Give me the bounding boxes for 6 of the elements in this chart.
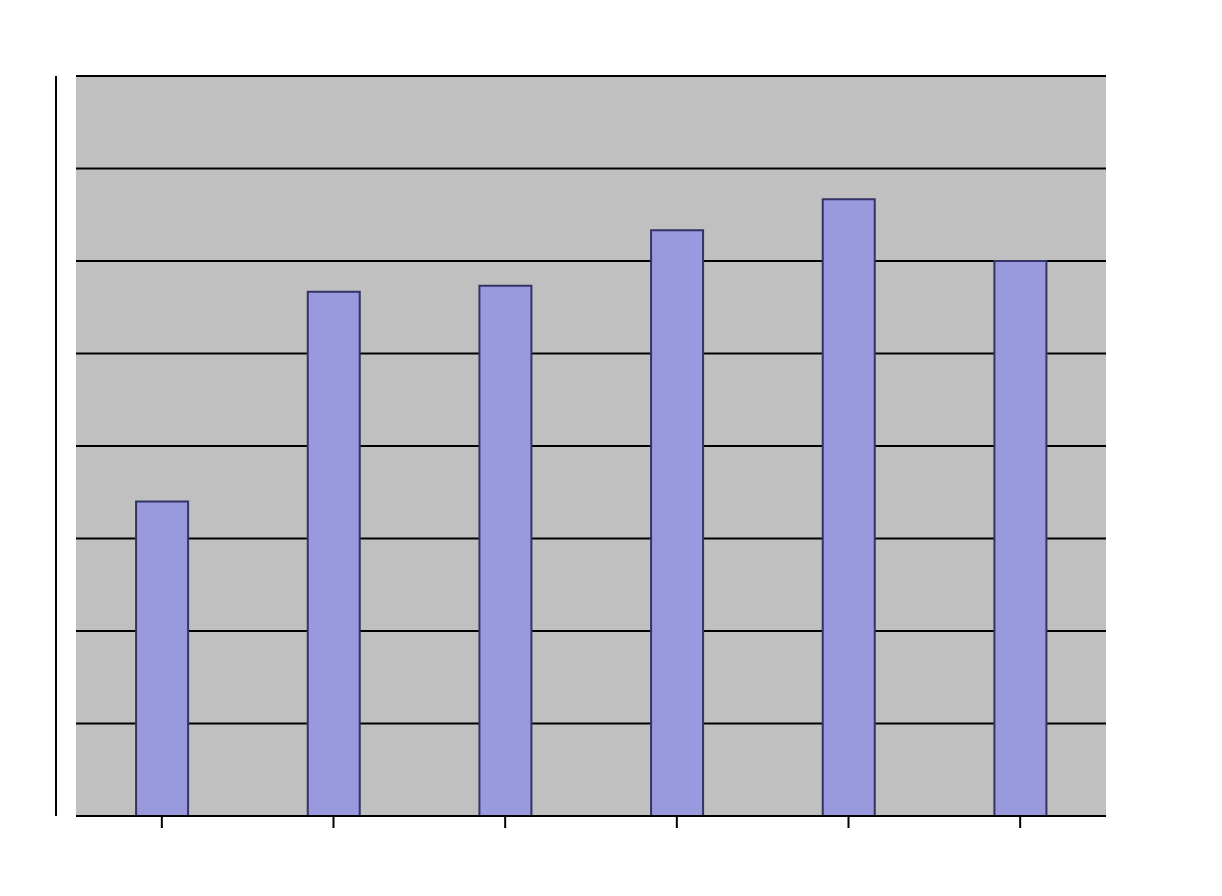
bar — [306, 290, 361, 816]
bar — [478, 284, 533, 816]
bar — [135, 500, 190, 816]
bar — [993, 260, 1048, 816]
bar — [821, 198, 876, 816]
bar — [650, 229, 705, 816]
